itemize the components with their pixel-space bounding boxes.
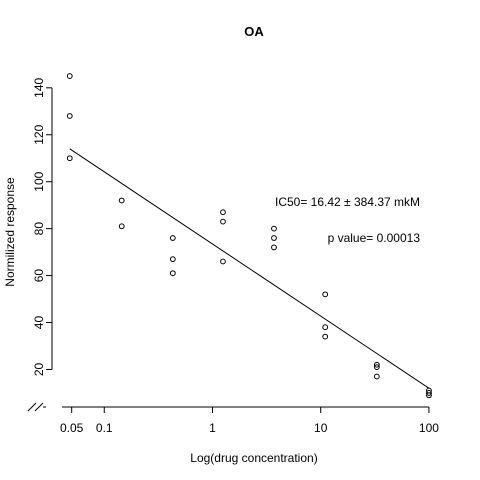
data-point xyxy=(169,235,176,241)
axis-break-stroke xyxy=(27,402,37,412)
x-axis: 0.05 0.1 1 10 100 xyxy=(60,406,439,435)
annotation-text: p value= 0.00013 xyxy=(328,231,421,245)
y-tick-label: 40 xyxy=(32,316,46,330)
data-point xyxy=(373,361,380,368)
data-point xyxy=(169,256,176,263)
x-tick-label: 10 xyxy=(314,421,328,435)
x-axis-label: Log(drug concentration) xyxy=(190,451,317,465)
data-point xyxy=(322,324,329,331)
annotation-text: IC50= 16.42 ± 384.37 mkM xyxy=(275,195,420,209)
data-point xyxy=(426,392,432,399)
y-tick-label: 60 xyxy=(32,269,46,283)
data-point xyxy=(271,225,277,232)
data-point xyxy=(322,333,329,340)
data-point xyxy=(220,218,226,225)
data-point xyxy=(426,390,432,396)
y-tick-label: 120 xyxy=(32,124,46,144)
data-point xyxy=(118,223,125,230)
data-point xyxy=(322,291,329,298)
y-axis: 20 40 60 80 100 120 140 xyxy=(32,77,53,376)
y-tick-label: 140 xyxy=(32,77,46,97)
x-tick-label: 1 xyxy=(209,421,216,435)
data-point xyxy=(220,258,226,265)
y-axis-label: Normilized response xyxy=(3,177,17,287)
data-point xyxy=(66,73,73,79)
data-point xyxy=(271,244,277,251)
data-point xyxy=(373,373,380,380)
data-points xyxy=(66,73,432,399)
regression-line-group xyxy=(69,148,430,389)
y-tick-label: 20 xyxy=(32,362,46,376)
data-point xyxy=(373,364,380,371)
data-point xyxy=(220,209,226,216)
y-tick-label: 80 xyxy=(32,222,46,236)
x-tick-label: 100 xyxy=(419,421,439,435)
regression-line xyxy=(69,148,430,389)
axis-break-stroke xyxy=(34,402,44,412)
chart-title: OA xyxy=(244,24,264,39)
data-point xyxy=(271,235,277,241)
axis-break-marker xyxy=(27,402,46,412)
x-tick-label: 0.05 xyxy=(60,421,84,435)
x-tick-label: 0.1 xyxy=(96,421,113,435)
data-point xyxy=(66,155,73,162)
data-point xyxy=(169,270,176,277)
data-point xyxy=(118,197,125,204)
y-tick-label: 100 xyxy=(32,171,46,191)
annotations: IC50= 16.42 ± 384.37 mkM p value= 0.00013 xyxy=(275,195,420,245)
data-point xyxy=(66,113,73,119)
